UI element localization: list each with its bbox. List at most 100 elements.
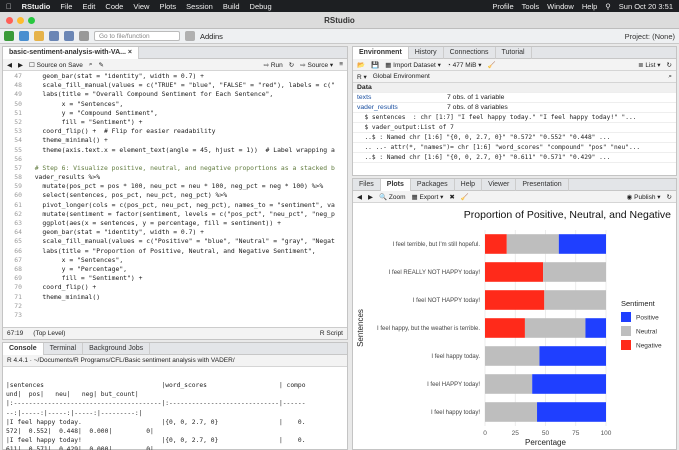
language-select[interactable]: R ▾: [357, 73, 367, 81]
addins-menu[interactable]: Addins: [200, 31, 223, 41]
menu-build[interactable]: Build: [217, 1, 240, 11]
goto-file-input[interactable]: Go to file/function: [94, 31, 180, 41]
zoom-button[interactable]: 🔍 Zoom: [379, 193, 406, 201]
editor-tab-script[interactable]: basic-sentiment-analysis-with-VA... ×: [3, 46, 139, 59]
menu-tools[interactable]: Tools: [521, 1, 540, 11]
code-line[interactable]: 62 mutate(sentiment = factor(sentiment, …: [3, 210, 347, 219]
search-icon[interactable]: ⚲: [605, 1, 611, 11]
code-line[interactable]: 66 labs(title = "Proportion of Positive,…: [3, 247, 347, 256]
menu-help[interactable]: Help: [581, 1, 598, 11]
tab-console[interactable]: Console: [3, 342, 44, 355]
new-project-icon[interactable]: [19, 31, 29, 41]
menu-debug[interactable]: Debug: [243, 1, 272, 11]
outline-icon[interactable]: ≡: [339, 61, 343, 68]
tab-plots[interactable]: Plots: [380, 178, 411, 191]
tab-connections[interactable]: Connections: [444, 46, 496, 59]
code-line[interactable]: 54 theme_minimal() +: [3, 136, 347, 145]
code-line[interactable]: 61 pivot_longer(cols = c(pos_pct, neu_pc…: [3, 201, 347, 210]
open-icon[interactable]: 📂: [357, 61, 366, 69]
list-view-button[interactable]: ≣ List ▾: [638, 61, 661, 69]
code-line[interactable]: 72: [3, 302, 347, 311]
save-icon[interactable]: [49, 31, 59, 41]
zoom-window-icon[interactable]: [28, 17, 35, 24]
tab-help[interactable]: Help: [455, 178, 483, 191]
code-line[interactable]: 53 coord_flip() + # Flip for easier read…: [3, 127, 347, 136]
menu-file[interactable]: File: [54, 1, 72, 11]
source-button[interactable]: ⇨ Source ▾: [300, 61, 334, 69]
search-icon[interactable]: ⌕: [88, 60, 93, 68]
code-line[interactable]: 50 x = "Sentences",: [3, 100, 347, 109]
delete-plot-icon[interactable]: ✖: [449, 193, 455, 201]
code-line[interactable]: 47 geom_bar(stat = "identity", width = 0…: [3, 72, 347, 81]
search-icon[interactable]: ⌕: [668, 72, 672, 80]
open-file-icon[interactable]: [34, 31, 44, 41]
rerun-icon[interactable]: ↻: [288, 61, 295, 69]
tab-viewer[interactable]: Viewer: [482, 178, 517, 191]
tab-packages[interactable]: Packages: [411, 178, 455, 191]
project-menu[interactable]: Project: (None): [624, 31, 675, 41]
source-on-save-checkbox[interactable]: ☐ Source on Save: [29, 61, 83, 69]
menu-window[interactable]: Window: [547, 1, 574, 11]
workspace-panes-icon[interactable]: [185, 31, 195, 41]
menu-profile[interactable]: Profile: [492, 1, 514, 11]
menu-edit[interactable]: Edit: [76, 1, 95, 11]
tab-tutorial[interactable]: Tutorial: [496, 46, 532, 59]
tab-background-jobs[interactable]: Background Jobs: [83, 342, 151, 355]
code-line[interactable]: 64 geom_bar(stat = "identity", width = 0…: [3, 228, 347, 237]
menu-session[interactable]: Session: [180, 1, 213, 11]
apple-icon[interactable]: : [6, 2, 12, 11]
menu-app-name[interactable]: RStudio: [16, 1, 51, 11]
env-row-vader-results[interactable]: vader_results 7 obs. of 8 variables: [353, 103, 676, 113]
code-line[interactable]: 65 scale_fill_manual(values = c("Positiv…: [3, 237, 347, 246]
global-env-select[interactable]: Global Environment: [372, 73, 430, 80]
forward-arrow-icon[interactable]: ▶: [18, 61, 23, 69]
code-line[interactable]: 73: [3, 311, 347, 320]
code-line[interactable]: 56: [3, 155, 347, 164]
scope-indicator[interactable]: (Top Level): [33, 330, 66, 337]
prev-plot-icon[interactable]: ◀: [357, 193, 362, 201]
code-line[interactable]: 52 fill = "Sentiment") +: [3, 118, 347, 127]
code-line[interactable]: 59 mutate(pos_pct = pos * 100, neu_pct =…: [3, 182, 347, 191]
env-var-name[interactable]: vader_results: [357, 104, 398, 111]
save-all-icon[interactable]: [64, 31, 74, 41]
magic-wand-icon[interactable]: ✎: [98, 61, 104, 69]
refresh-icon[interactable]: ↻: [666, 61, 672, 69]
close-icon[interactable]: ×: [127, 48, 132, 56]
tab-history[interactable]: History: [409, 46, 444, 59]
code-line[interactable]: 71 theme_minimal(): [3, 293, 347, 302]
close-window-icon[interactable]: [6, 17, 13, 24]
back-arrow-icon[interactable]: ◀: [7, 61, 12, 69]
env-var-name[interactable]: texts: [357, 94, 372, 101]
broom-icon[interactable]: 🧹: [460, 193, 469, 201]
tab-terminal[interactable]: Terminal: [44, 342, 84, 355]
save-icon[interactable]: 💾: [371, 61, 380, 69]
code-line[interactable]: 48 scale_fill_manual(values = c("TRUE" =…: [3, 81, 347, 90]
code-line[interactable]: 58 vader_results %>%: [3, 173, 347, 182]
code-line[interactable]: 55 theme(axis.text.x = element_text(angl…: [3, 146, 347, 155]
minimize-window-icon[interactable]: [17, 17, 24, 24]
import-dataset-button[interactable]: ▦ Import Dataset ▾: [385, 61, 441, 69]
code-line[interactable]: 57 # Step 6: Visualize positive, neutral…: [3, 164, 347, 173]
code-line[interactable]: 69 fill = "Sentiment") +: [3, 274, 347, 283]
print-icon[interactable]: [79, 31, 89, 41]
memory-usage[interactable]: ◔ 477 MiB ▾: [446, 61, 482, 69]
next-plot-icon[interactable]: ▶: [368, 193, 373, 201]
export-button[interactable]: ▦ Export ▾: [411, 193, 444, 201]
code-line[interactable]: 68 y = "Percentage",: [3, 265, 347, 274]
env-row-texts[interactable]: texts 7 obs. of 1 variable: [353, 93, 676, 103]
refresh-icon[interactable]: ↻: [666, 193, 672, 201]
code-area[interactable]: 47 geom_bar(stat = "identity", width = 0…: [3, 72, 347, 328]
code-line[interactable]: 49 labs(title = "Overall Compound Sentim…: [3, 90, 347, 99]
tab-files[interactable]: Files: [353, 178, 381, 191]
file-type[interactable]: R Script: [319, 330, 343, 337]
code-line[interactable]: 51 y = "Compound Sentiment",: [3, 109, 347, 118]
new-file-icon[interactable]: [4, 31, 14, 41]
console-output[interactable]: |sentences |word_scores | compo und| pos|…: [6, 381, 306, 450]
tab-environment[interactable]: Environment: [353, 46, 409, 59]
broom-icon[interactable]: 🧹: [487, 61, 496, 69]
tab-presentation[interactable]: Presentation: [516, 178, 569, 191]
menu-plots[interactable]: Plots: [153, 1, 176, 11]
run-button[interactable]: ⇨ Run: [263, 61, 283, 69]
menu-view[interactable]: View: [127, 1, 149, 11]
code-line[interactable]: 67 x = "Sentences",: [3, 256, 347, 265]
